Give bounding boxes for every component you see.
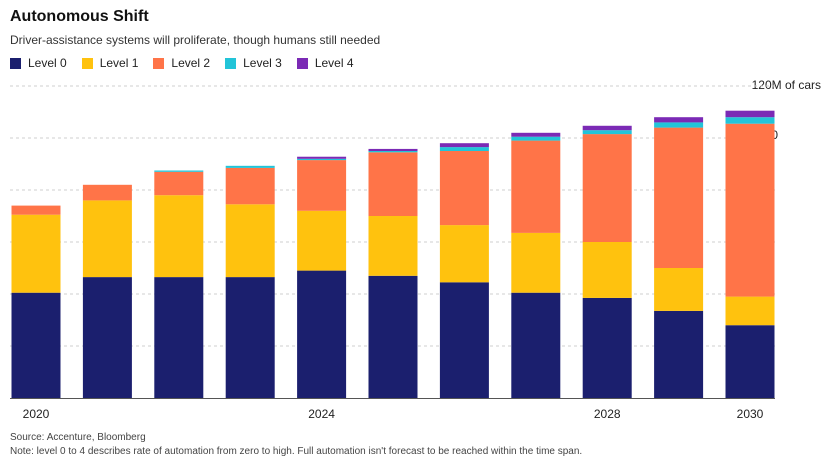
bar-2027-level-3 bbox=[511, 136, 561, 141]
legend-label-level-3: Level 3 bbox=[243, 56, 282, 70]
bar-2027-level-4 bbox=[511, 132, 561, 137]
legend-item-level-4: Level 4 bbox=[296, 56, 354, 70]
bar-2027-level-2 bbox=[511, 140, 561, 233]
bar-2023-level-1 bbox=[225, 204, 275, 278]
bar-2021-level-0 bbox=[82, 277, 132, 398]
legend-swatch-level-1 bbox=[81, 57, 93, 69]
bar-2026-level-2 bbox=[439, 151, 489, 226]
bar-2028-level-2 bbox=[582, 134, 632, 242]
bar-2027-level-0 bbox=[511, 292, 561, 398]
bar-2022-level-3 bbox=[154, 170, 204, 172]
bar-2021-level-2 bbox=[82, 184, 132, 201]
bar-2030-level-1 bbox=[725, 296, 775, 326]
legend-label-level-0: Level 0 bbox=[28, 56, 67, 70]
bar-2022-level-1 bbox=[154, 195, 204, 278]
bar-2022-level-0 bbox=[154, 277, 204, 398]
legend-swatch-level-4 bbox=[296, 57, 308, 69]
bar-2028-level-0 bbox=[582, 297, 632, 398]
bar-2020-level-0 bbox=[11, 292, 61, 398]
source-note: Source: Accenture, Bloomberg bbox=[10, 432, 146, 443]
bar-2028-level-1 bbox=[582, 242, 632, 298]
bar-2025-level-0 bbox=[368, 275, 418, 398]
bar-2023-level-0 bbox=[225, 277, 275, 398]
bar-2030-level-3 bbox=[725, 117, 775, 124]
bar-2025-level-3 bbox=[368, 151, 418, 153]
bar-2028-level-3 bbox=[582, 130, 632, 135]
bar-2024-level-0 bbox=[297, 270, 347, 398]
bar-2023-level-3 bbox=[225, 165, 275, 168]
bar-2021-level-1 bbox=[82, 200, 132, 278]
chart-subtitle: Driver-assistance systems will prolifera… bbox=[10, 33, 381, 47]
bar-2026-level-4 bbox=[439, 143, 489, 148]
y-axis-unit-label: 120M of cars bbox=[751, 78, 821, 92]
bar-2024-level-4 bbox=[297, 156, 347, 159]
bar-2028-level-4 bbox=[582, 125, 632, 131]
x-tick-label-2024: 2024 bbox=[308, 407, 335, 421]
bar-2024-level-2 bbox=[297, 160, 347, 211]
legend-item-level-2: Level 2 bbox=[153, 56, 210, 70]
legend-item-level-3: Level 3 bbox=[225, 56, 282, 70]
legend: Level 0 Level 1 Level 2 Level 3 Level 4 bbox=[10, 56, 354, 70]
bar-2029-level-2 bbox=[654, 127, 704, 268]
x-tick-label-2020: 2020 bbox=[23, 407, 50, 421]
bar-2024-level-3 bbox=[297, 158, 347, 161]
legend-item-level-0: Level 0 bbox=[10, 56, 67, 70]
legend-swatch-level-3 bbox=[225, 57, 237, 69]
bar-2022-level-2 bbox=[154, 171, 204, 196]
x-tick-label-2030: 2030 bbox=[737, 407, 764, 421]
legend-label-level-1: Level 1 bbox=[99, 56, 139, 70]
bar-2025-level-4 bbox=[368, 148, 418, 151]
bar-2029-level-1 bbox=[654, 268, 704, 311]
bar-2026-level-1 bbox=[439, 225, 489, 283]
bar-2029-level-4 bbox=[654, 117, 704, 123]
legend-item-level-1: Level 1 bbox=[81, 56, 139, 70]
bar-2029-level-3 bbox=[654, 122, 704, 128]
bar-2020-level-2 bbox=[11, 205, 61, 215]
bar-2025-level-1 bbox=[368, 216, 418, 276]
bar-2024-level-1 bbox=[297, 210, 347, 271]
legend-label-level-4: Level 4 bbox=[314, 56, 354, 70]
bar-2025-level-2 bbox=[368, 152, 418, 216]
legend-swatch-level-0 bbox=[10, 57, 21, 69]
legend-label-level-2: Level 2 bbox=[171, 56, 211, 70]
x-tick-label-2028: 2028 bbox=[594, 407, 621, 421]
footnote: Note: level 0 to 4 describes rate of aut… bbox=[10, 446, 583, 457]
bar-2020-level-1 bbox=[11, 214, 61, 293]
legend-swatch-level-2 bbox=[153, 57, 165, 69]
chart-title: Autonomous Shift bbox=[10, 8, 149, 25]
bar-2027-level-1 bbox=[511, 232, 561, 293]
bar-2023-level-2 bbox=[225, 167, 275, 205]
bar-2026-level-3 bbox=[439, 147, 489, 151]
bar-2030-level-4 bbox=[725, 110, 775, 118]
bar-2030-level-0 bbox=[725, 325, 775, 398]
bar-2026-level-0 bbox=[439, 282, 489, 398]
bar-2029-level-0 bbox=[654, 310, 704, 398]
bar-2030-level-2 bbox=[725, 123, 775, 297]
stacked-bar-chart: 204060801002020202420282030 bbox=[10, 85, 778, 421]
